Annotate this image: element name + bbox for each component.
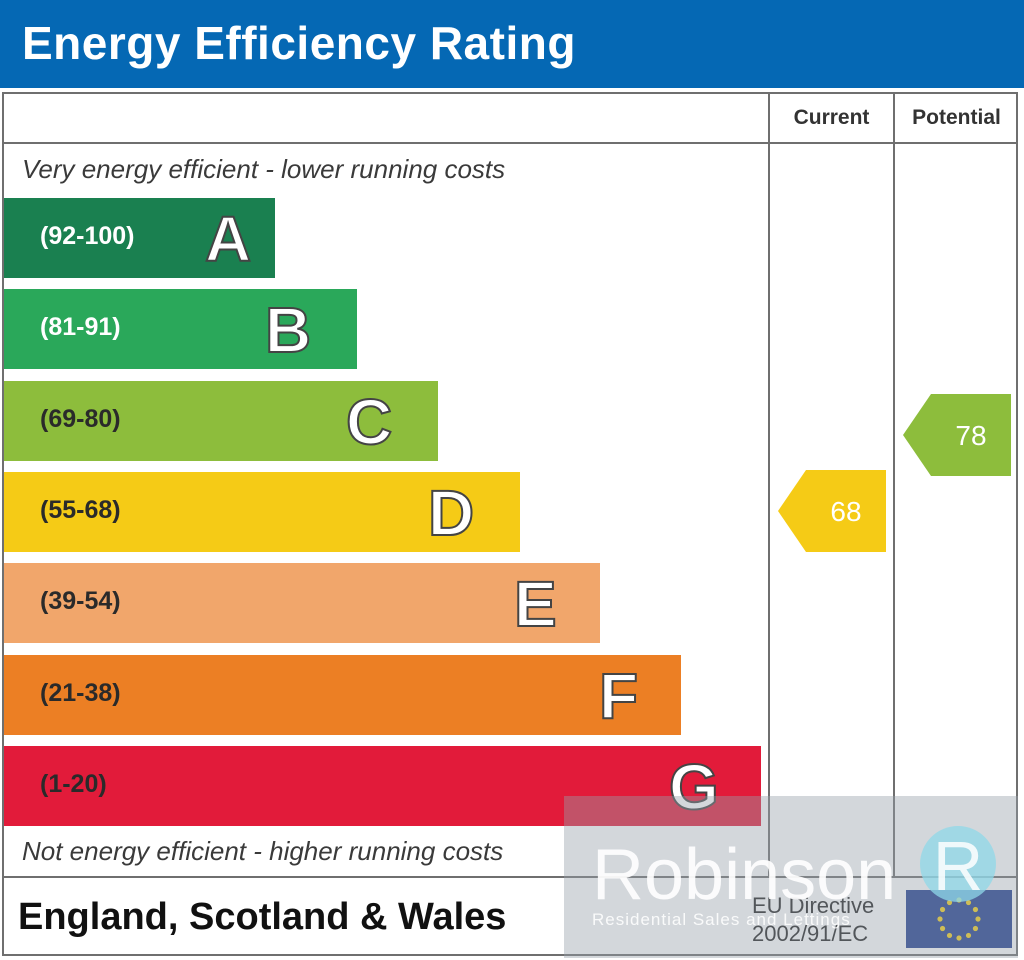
band-c: (69-80) C: [4, 381, 438, 461]
current-marker-arrow: [778, 470, 886, 552]
watermark-name: Robinson: [592, 835, 897, 915]
header-row-divider: [2, 142, 1018, 144]
inefficient-note: Not energy efficient - higher running co…: [22, 836, 504, 866]
band-c-range: (69-80): [40, 405, 121, 433]
band-g: (1-20) G: [4, 746, 761, 826]
page-title: Energy Efficiency Rating: [22, 17, 576, 69]
band-d-letter: D: [427, 476, 475, 550]
eu-directive-line2: 2002/91/EC: [752, 921, 869, 946]
potential-column-header: Potential: [912, 106, 1001, 129]
potential-rating-marker: 78: [903, 394, 1011, 476]
robinson-watermark: Robinson Residential Sales and Lettings …: [564, 796, 1018, 958]
band-b-range: (81-91): [40, 313, 121, 341]
region-label: England, Scotland & Wales: [18, 896, 507, 938]
band-a: (92-100) A: [4, 198, 275, 278]
eu-directive: EU Directive 2002/91/EC: [752, 892, 874, 948]
current-rating-value: 68: [830, 496, 862, 527]
potential-marker-arrow: [903, 394, 1011, 476]
efficient-note: Very energy efficient - lower running co…: [22, 154, 506, 184]
band-f: (21-38) F: [4, 655, 681, 735]
band-g-range: (1-20): [40, 770, 107, 798]
robinson-logo-icon: R: [920, 826, 996, 905]
chart-frame: [2, 92, 1018, 956]
potential-rating-value: 78: [955, 420, 987, 451]
current-column-divider: [768, 92, 770, 878]
band-e-range: (39-54): [40, 587, 121, 615]
header-bar: Energy Efficiency Rating: [0, 0, 1024, 88]
band-d: (55-68) D: [4, 472, 520, 552]
footer-row-divider: [2, 876, 1018, 878]
band-a-range: (92-100): [40, 222, 135, 250]
eu-directive-line1: EU Directive: [752, 893, 875, 918]
watermark-tagline: Residential Sales and Lettings: [592, 910, 851, 929]
band-b: (81-91) B: [4, 289, 357, 369]
band-f-range: (21-38): [40, 679, 121, 707]
band-e-letter: E: [513, 567, 558, 641]
potential-column-divider: [893, 92, 895, 878]
band-c-letter: C: [345, 385, 393, 459]
current-column-header: Current: [793, 106, 870, 129]
band-b-letter: B: [264, 293, 312, 367]
band-g-letter: G: [668, 750, 720, 824]
band-f-letter: F: [598, 659, 639, 733]
band-a-letter: A: [204, 202, 252, 276]
band-e: (39-54) E: [4, 563, 600, 643]
current-rating-marker: 68: [778, 470, 886, 552]
svg-text:R: R: [933, 827, 984, 905]
band-d-range: (55-68): [40, 496, 121, 524]
